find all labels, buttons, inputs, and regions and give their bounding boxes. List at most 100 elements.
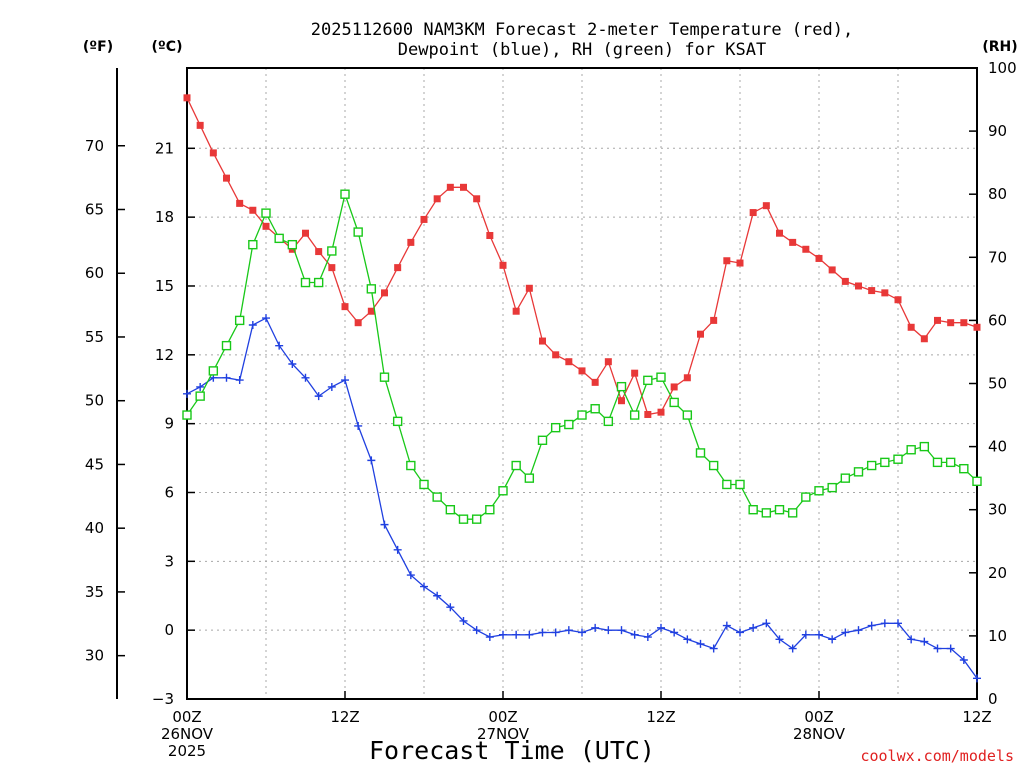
relative-humidity-point <box>577 410 587 420</box>
relative-humidity-point <box>959 463 969 474</box>
relative-humidity-point <box>537 435 548 445</box>
temperature-point <box>420 215 428 223</box>
celsius-tick-label: −3 <box>152 690 174 708</box>
temperature-point <box>670 383 678 391</box>
relative-humidity-point <box>248 239 258 250</box>
relative-humidity-point <box>353 227 363 237</box>
relative-humidity-series <box>182 189 982 524</box>
relative-humidity-point <box>748 505 758 515</box>
temperature-point <box>367 307 375 315</box>
temperature-point <box>683 374 691 382</box>
temperature-point <box>223 174 230 182</box>
temperature-line <box>186 97 978 416</box>
temperature-point <box>552 351 560 359</box>
relative-humidity-point <box>932 457 943 468</box>
temperature-point <box>354 319 362 327</box>
dewpoint-point <box>736 628 744 637</box>
dewpoint-point <box>538 628 547 637</box>
x-tick-label: 28NOV <box>793 725 846 743</box>
temperature-point <box>578 367 586 375</box>
rh-unit-label: (RH) <box>982 39 1017 55</box>
relative-humidity-point <box>866 460 877 471</box>
temperature-point <box>841 277 849 285</box>
dewpoint-point <box>564 626 573 635</box>
relative-humidity-point <box>669 397 679 408</box>
relative-humidity-point <box>458 514 469 524</box>
chart-title-line-2: Dewpoint (blue), RH (green) for KSAT <box>398 40 766 60</box>
dewpoint-point <box>183 389 191 398</box>
temperature-series <box>183 94 981 418</box>
temperature-point <box>960 319 968 327</box>
temperature-point <box>499 261 507 269</box>
dewpoint-point <box>683 635 692 644</box>
dewpoint-point <box>235 376 244 385</box>
relative-humidity-point <box>682 410 693 420</box>
relative-humidity-point <box>432 492 442 502</box>
relative-humidity-point <box>629 410 640 420</box>
relative-humidity-point <box>695 448 706 458</box>
axes: 706560555045403530211815129630−310090807… <box>85 59 1017 760</box>
rh-tick-label: 0 <box>988 690 998 708</box>
temperature-point <box>433 195 441 203</box>
dewpoint-point <box>604 626 613 635</box>
relative-humidity-point <box>419 479 429 490</box>
temperature-point <box>973 323 981 331</box>
rh-tick-label: 50 <box>988 375 1007 393</box>
dewpoint-point <box>248 320 257 329</box>
temperature-point <box>947 319 955 327</box>
relative-humidity-point <box>919 441 930 452</box>
dewpoint-point <box>749 623 758 632</box>
temperature-point <box>341 303 349 311</box>
chart-title-line-1: 2025112600 NAM3KM Forecast 2-meter Tempe… <box>311 20 853 40</box>
celsius-tick-label: 15 <box>155 277 174 295</box>
dewpoint-point <box>512 630 521 639</box>
dewpoint-point <box>657 623 665 632</box>
relative-humidity-point <box>603 416 614 427</box>
dewpoint-point <box>275 341 284 350</box>
temperature-point <box>196 121 204 129</box>
dewpoint-series <box>183 314 981 683</box>
relative-humidity-point <box>511 460 521 471</box>
temperature-point <box>934 316 941 324</box>
relative-humidity-point <box>840 473 851 483</box>
temperature-point <box>262 222 270 230</box>
dewpoint-point <box>459 616 468 625</box>
relative-humidity-point <box>945 457 956 468</box>
relative-humidity-point <box>313 277 324 288</box>
gridlines <box>187 68 977 699</box>
dewpoint-point <box>630 630 639 639</box>
temperature-point <box>446 183 454 191</box>
dewpoint-point <box>196 382 205 391</box>
x-tick-label: 12Z <box>646 708 675 726</box>
relative-humidity-point <box>392 416 403 427</box>
temperature-point <box>512 307 520 315</box>
x-tick-label: 26NOV <box>161 725 214 743</box>
dewpoint-point <box>551 628 560 637</box>
credit-link[interactable]: coolwx.com/models <box>860 747 1014 765</box>
dewpoint-point <box>591 623 600 632</box>
temperature-point <box>486 232 494 240</box>
temperature-point <box>209 149 217 157</box>
celsius-tick-label: 21 <box>155 139 174 157</box>
dewpoint-point <box>327 382 336 391</box>
x-tick-label: 00Z <box>804 708 833 726</box>
rh-tick-label: 20 <box>988 564 1007 582</box>
relative-humidity-point <box>221 340 232 351</box>
x-tick-label: 12Z <box>962 708 991 726</box>
celsius-tick-label: 6 <box>164 483 174 501</box>
relative-humidity-point <box>379 372 390 382</box>
x-axis-label: Forecast Time (UTC) <box>369 736 655 765</box>
relative-humidity-point <box>893 454 903 464</box>
temperature-point <box>591 378 599 386</box>
relative-humidity-point <box>761 508 772 518</box>
rh-tick-label: 40 <box>988 438 1007 456</box>
dewpoint-point <box>959 655 968 664</box>
dewpoint-point <box>920 637 929 646</box>
dewpoint-point <box>222 373 231 382</box>
relative-humidity-point <box>972 476 982 487</box>
dewpoint-point <box>354 421 363 430</box>
temperature-point <box>631 369 639 377</box>
fahrenheit-tick-label: 50 <box>85 392 104 410</box>
celsius-tick-label: 0 <box>164 621 174 639</box>
fahrenheit-tick-label: 60 <box>85 264 104 282</box>
